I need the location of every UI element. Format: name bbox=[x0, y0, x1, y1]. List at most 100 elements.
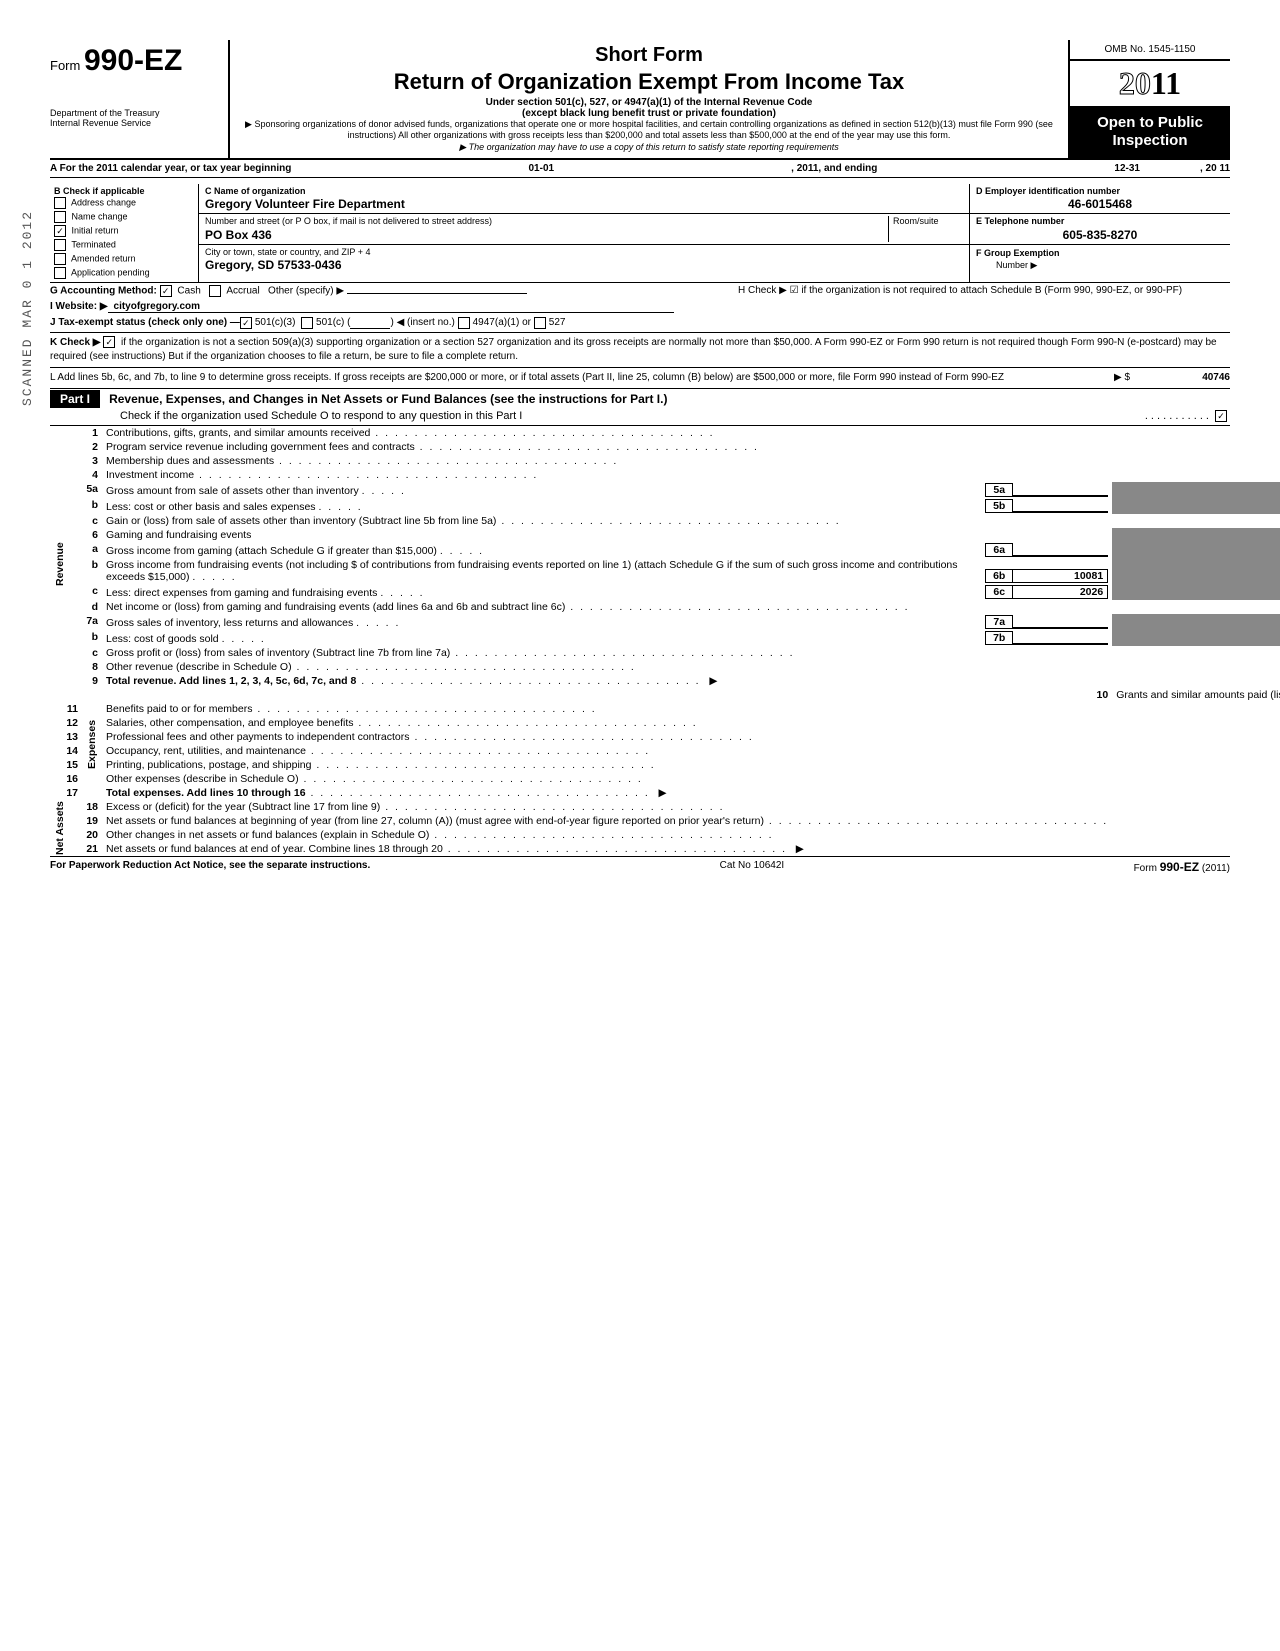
line-num-12: 12 bbox=[50, 716, 82, 730]
line-desc-1: Contributions, gifts, grants, and simila… bbox=[102, 426, 1112, 440]
row-l: L Add lines 5b, 6c, and 7b, to line 9 to… bbox=[50, 368, 1230, 388]
colb-item-label: Initial return bbox=[72, 225, 119, 235]
footer-form-num: 990-EZ bbox=[1160, 860, 1199, 874]
line-desc-18: Excess or (deficit) for the year (Subtra… bbox=[102, 800, 1112, 814]
header-note1: ▶ Sponsoring organizations of donor advi… bbox=[240, 119, 1058, 142]
colb-item-label: Terminated bbox=[71, 239, 116, 249]
dept-irs: Internal Revenue Service bbox=[50, 118, 220, 128]
line-numcell-19: 19 bbox=[1112, 814, 1280, 828]
open-to-public: Open to Public Inspection bbox=[1070, 106, 1230, 158]
line-num-c: c bbox=[82, 514, 102, 528]
label-website: I Website: ▶ bbox=[50, 301, 108, 313]
line-desc-4: Investment income bbox=[102, 468, 1112, 482]
label-address: Number and street (or P O box, if mail i… bbox=[205, 216, 888, 227]
checkbox-accrual[interactable] bbox=[209, 285, 221, 297]
row-h-text: H Check ▶ ☑ if the organization is not r… bbox=[738, 285, 1230, 297]
checkbox-schedule-o[interactable]: ✓ bbox=[1215, 410, 1227, 422]
line-numcell-16: 16 bbox=[1112, 772, 1280, 786]
row-l-arrow: ▶ $ bbox=[1070, 371, 1130, 385]
checkbox-application pending[interactable] bbox=[54, 267, 66, 279]
line-num-11: 11 bbox=[50, 702, 82, 716]
line-desc-10: Grants and similar amounts paid (list in… bbox=[1112, 688, 1280, 702]
line-desc-17: Total expenses. Add lines 10 through 16 … bbox=[102, 786, 1112, 800]
line-numcell-c bbox=[1112, 584, 1280, 600]
line-numcell-18: 18 bbox=[1112, 800, 1280, 814]
col-de: D Employer identification number 46-6015… bbox=[970, 184, 1230, 282]
header-note2: ▶ The organization may have to use a cop… bbox=[240, 142, 1058, 153]
year-suffix: 11 bbox=[1151, 65, 1181, 101]
sub-val-6c: 2026 bbox=[1013, 585, 1108, 599]
row-l-value: 40746 bbox=[1130, 371, 1230, 385]
sub-val-7a bbox=[1013, 627, 1108, 629]
website-value: cityofgregory.com bbox=[108, 301, 674, 313]
line-numcell-5a bbox=[1112, 482, 1280, 498]
checkbox-terminated[interactable] bbox=[54, 239, 66, 251]
sub-num-7a: 7a bbox=[985, 615, 1013, 629]
colb-item-label: Address change bbox=[71, 197, 136, 207]
checkbox-address change[interactable] bbox=[54, 197, 66, 209]
line-numcell-17: 17 bbox=[1112, 786, 1280, 800]
part1-table: Revenue 1Contributions, gifts, grants, an… bbox=[50, 426, 1280, 856]
checkbox-527[interactable] bbox=[534, 317, 546, 329]
checkbox-cash[interactable]: ✓ bbox=[160, 285, 172, 297]
label-city: City or town, state or country, and ZIP … bbox=[205, 247, 963, 258]
checkbox-name change[interactable] bbox=[54, 211, 66, 223]
line-desc-15: Printing, publications, postage, and shi… bbox=[102, 758, 1112, 772]
line-num-9: 9 bbox=[82, 674, 102, 688]
omb-number: OMB No. 1545-1150 bbox=[1070, 40, 1230, 61]
part1-header-row: Part I Revenue, Expenses, and Changes in… bbox=[50, 388, 1230, 426]
line-numcell-2: 2 bbox=[1112, 440, 1280, 454]
line-num-16: 16 bbox=[50, 772, 82, 786]
line-desc-6: Gaming and fundraising events bbox=[102, 528, 1112, 542]
checkbox-amended return[interactable] bbox=[54, 253, 66, 265]
sub-num-6c: 6c bbox=[985, 585, 1013, 599]
line-desc-a: Gross income from gaming (attach Schedul… bbox=[102, 542, 1112, 558]
line-num-b: b bbox=[82, 630, 102, 646]
line-num-a: a bbox=[82, 542, 102, 558]
line-num-3: 3 bbox=[82, 454, 102, 468]
sub-num-6b: 6b bbox=[985, 569, 1013, 583]
dept-treasury: Department of the Treasury bbox=[50, 108, 220, 118]
scanned-stamp: SCANNED MAR 0 1 2012 bbox=[20, 210, 35, 406]
checkbox-k[interactable]: ✓ bbox=[103, 336, 115, 348]
line-num-5a: 5a bbox=[82, 482, 102, 498]
opt-501c3: 501(c)(3) bbox=[255, 317, 296, 329]
checkbox-initial return[interactable]: ✓ bbox=[54, 225, 66, 237]
checkbox-501c3[interactable]: ✓ bbox=[240, 317, 252, 329]
sub-val-7b bbox=[1013, 643, 1108, 645]
label-accounting: G Accounting Method: bbox=[50, 286, 157, 297]
opt-527: 527 bbox=[549, 317, 566, 329]
line-desc-5a: Gross amount from sale of assets other t… bbox=[102, 482, 1112, 498]
line-desc-b: Less: cost of goods sold . . . . . 7b bbox=[102, 630, 1112, 646]
line-desc-b: Gross income from fundraising events (no… bbox=[102, 558, 1112, 584]
line-numcell-b bbox=[1112, 498, 1280, 514]
line-numcell-20: 20 bbox=[1112, 828, 1280, 842]
line-desc-12: Salaries, other compensation, and employ… bbox=[102, 716, 1112, 730]
line-a-mid: , 2011, and ending bbox=[791, 163, 877, 174]
line-a-pre: A For the 2011 calendar year, or tax yea… bbox=[50, 163, 291, 174]
line-num-18: 18 bbox=[82, 800, 102, 814]
line-num-20: 20 bbox=[82, 828, 102, 842]
form-header: Form 990-EZ Department of the Treasury I… bbox=[50, 40, 1230, 160]
side-label-revenue: Revenue bbox=[50, 426, 82, 702]
form-id-box: Form 990-EZ Department of the Treasury I… bbox=[50, 40, 230, 158]
line-num-b: b bbox=[82, 498, 102, 514]
checkbox-501c[interactable] bbox=[301, 317, 313, 329]
line-desc-9: Total revenue. Add lines 1, 2, 3, 4, 5c,… bbox=[102, 674, 1112, 688]
line-desc-c: Less: direct expenses from gaming and fu… bbox=[102, 584, 1112, 600]
sub-num-7b: 7b bbox=[985, 631, 1013, 645]
line-numcell-1: 1 bbox=[1112, 426, 1280, 440]
short-form-label: Short Form bbox=[240, 44, 1058, 67]
phone-value: 605-835-8270 bbox=[976, 228, 1224, 242]
line-num-17: 17 bbox=[50, 786, 82, 800]
line-numcell-d: 6d bbox=[1112, 600, 1280, 614]
col-b-header: B Check if applicable bbox=[54, 186, 194, 196]
side-label-net assets: Net Assets bbox=[50, 800, 82, 856]
part1-check-o: Check if the organization used Schedule … bbox=[120, 410, 1145, 422]
line-numcell-13: 13 bbox=[1112, 730, 1280, 744]
line-num-7a: 7a bbox=[82, 614, 102, 630]
line-num-21: 21 bbox=[82, 842, 102, 856]
checkbox-4947[interactable] bbox=[458, 317, 470, 329]
label-group-exemption: F Group Exemption bbox=[976, 248, 1060, 258]
footer-form-pre: Form bbox=[1134, 863, 1160, 874]
